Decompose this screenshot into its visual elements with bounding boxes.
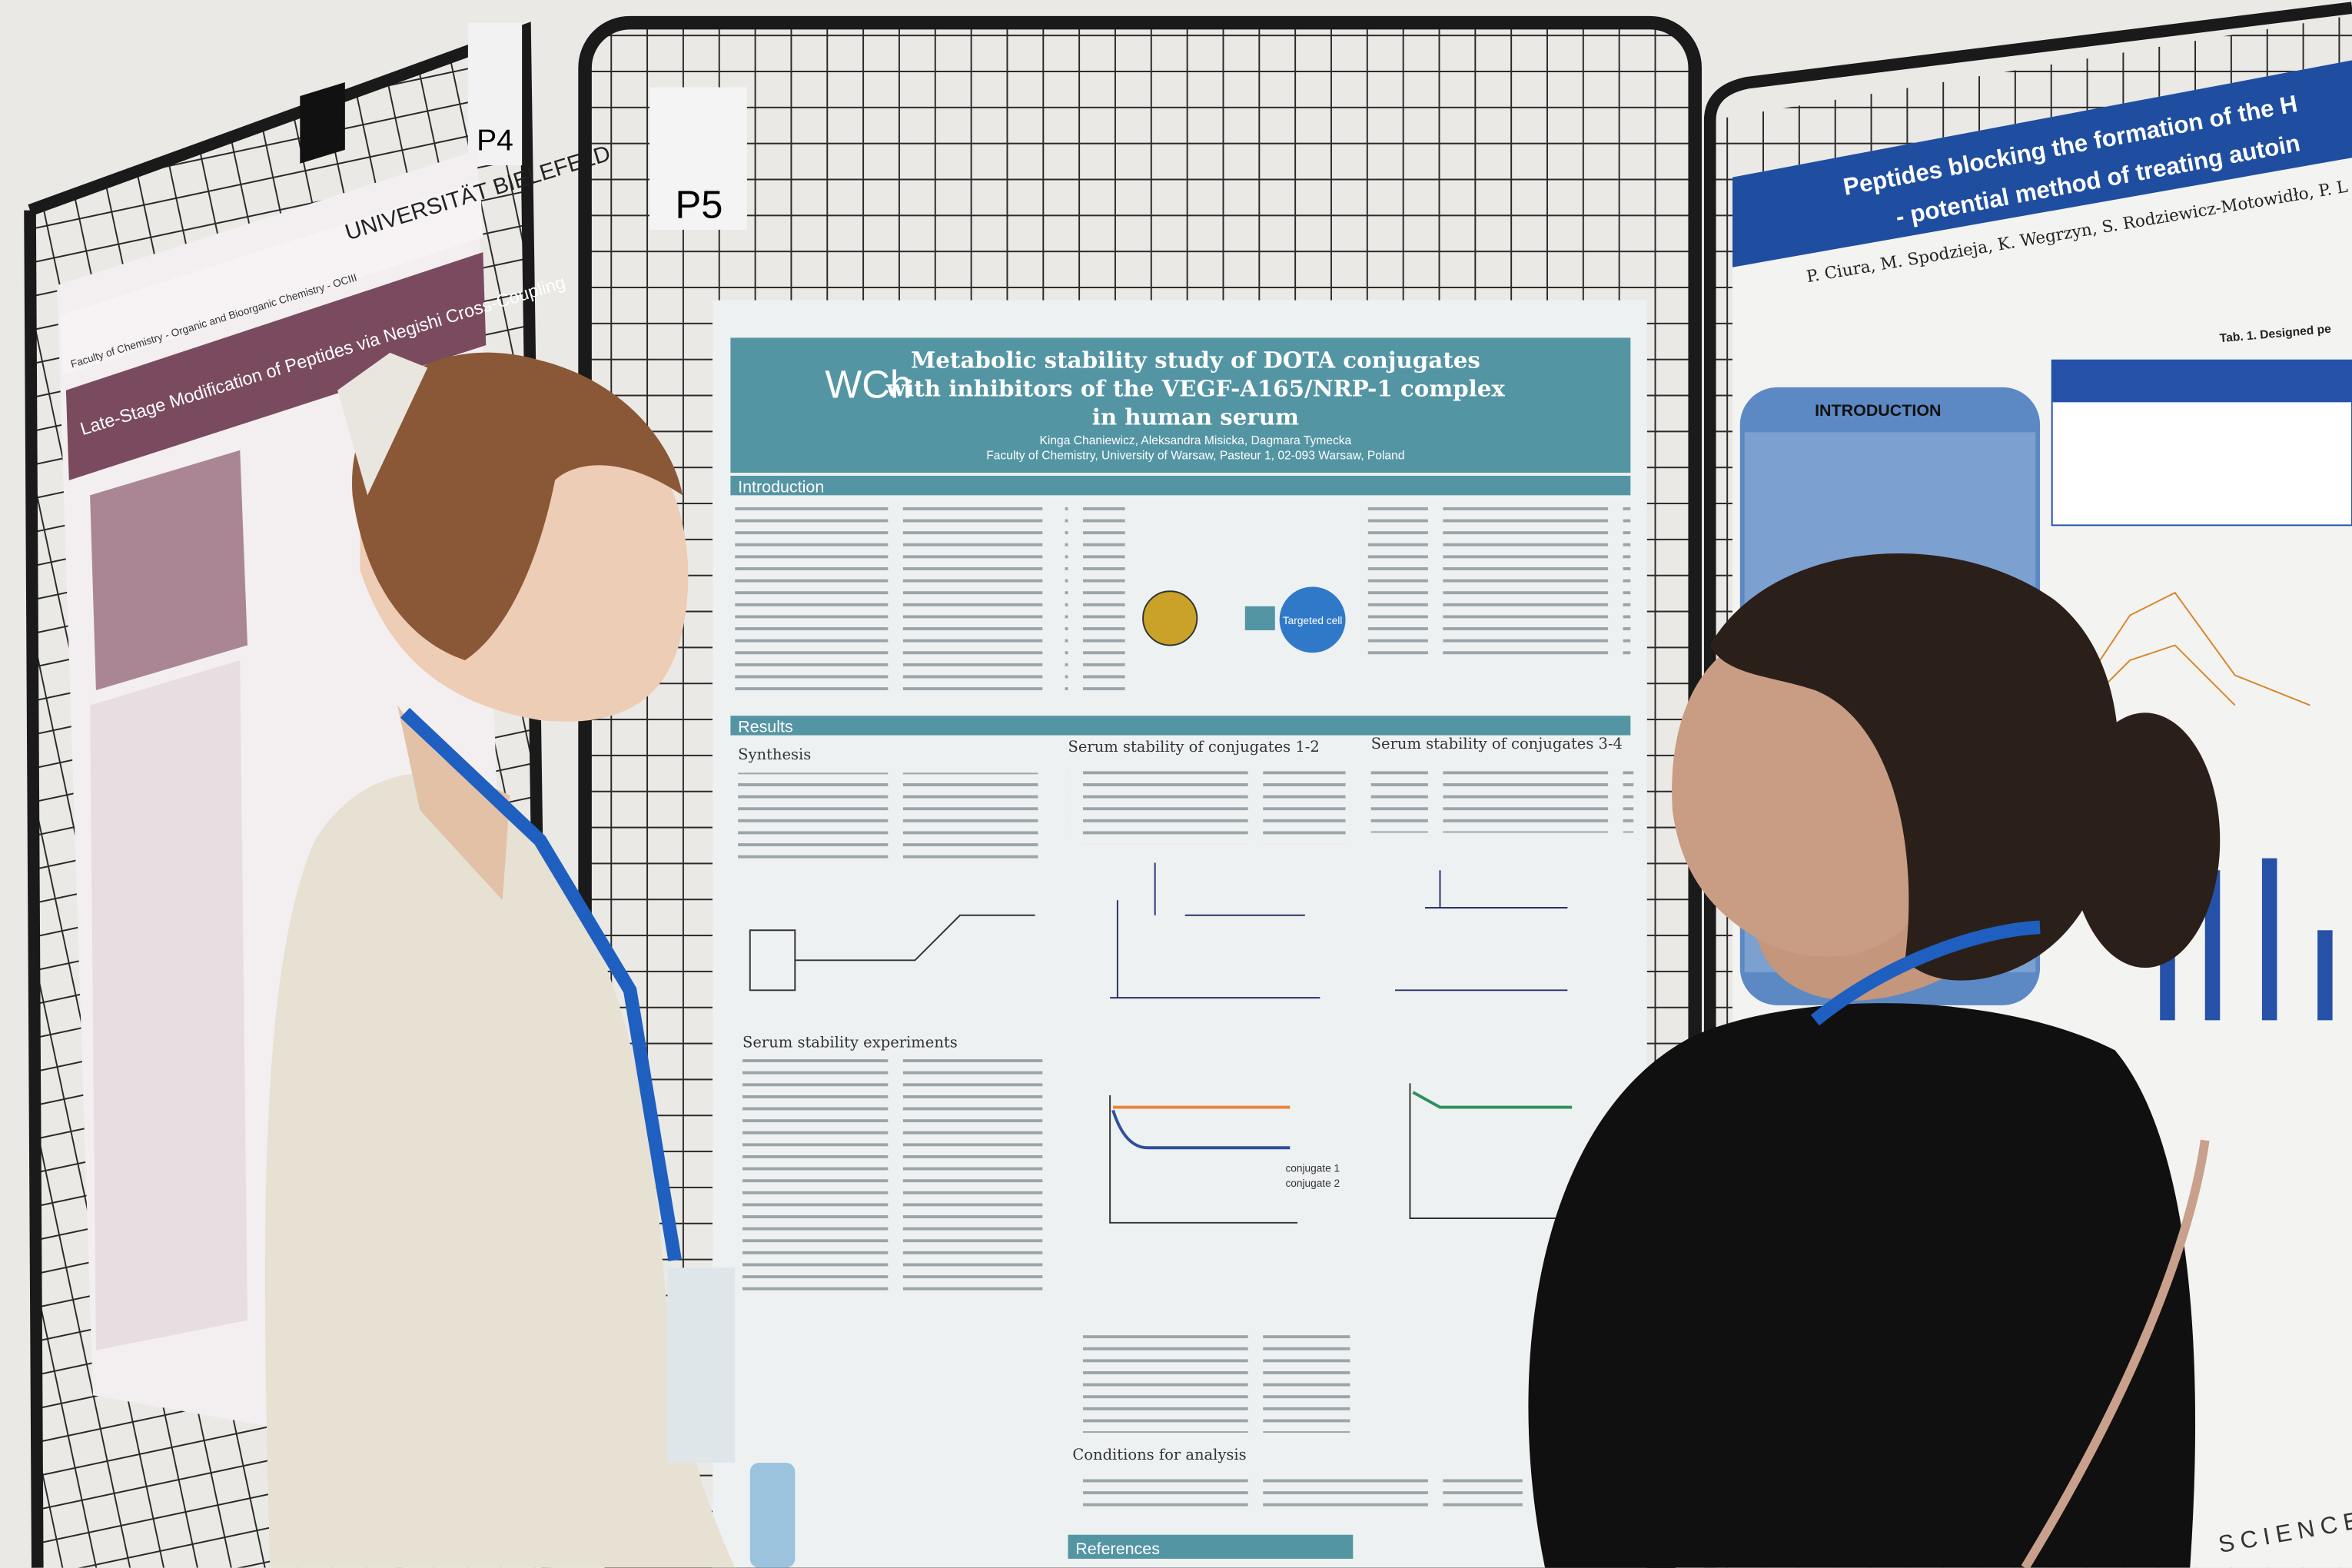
- authors: Kinga Chaniewicz, Aleksandra Misicka, Da…: [1040, 434, 1352, 447]
- title: Metabolic stability study of DOTA conjug…: [911, 347, 1480, 373]
- center-board: P5 WCh Metabolic stability study of DOTA…: [578, 15, 1702, 1568]
- legend: conjugate 2: [1285, 1178, 1340, 1189]
- section: Results: [738, 718, 793, 736]
- board-label: P4: [477, 124, 513, 157]
- logo: WCh: [825, 362, 912, 406]
- section: Introduction: [738, 477, 824, 496]
- title: with inhibitors of the VEGF-A165/NRP-1 c…: [885, 376, 1505, 402]
- section: Conditions for analysis: [1072, 1446, 1246, 1463]
- section: Serum stability of conjugates 1-2: [1068, 738, 1319, 756]
- title: in human serum: [1092, 404, 1299, 430]
- figure-label: Targeted cell: [1283, 615, 1342, 626]
- affiliation: Faculty of Chemistry, University of Wars…: [986, 449, 1404, 462]
- intro: INTRODUCTION: [1815, 401, 1941, 420]
- person-left: [264, 352, 796, 1568]
- section: Serum stability of conjugates 3-4: [1371, 735, 1623, 752]
- person-right: [1528, 553, 2221, 1568]
- board-label: P5: [675, 182, 723, 226]
- section: References: [1075, 1540, 1160, 1558]
- section: Synthesis: [738, 746, 811, 763]
- legend: conjugate 1: [1285, 1162, 1340, 1174]
- section: Serum stability experiments: [742, 1033, 958, 1051]
